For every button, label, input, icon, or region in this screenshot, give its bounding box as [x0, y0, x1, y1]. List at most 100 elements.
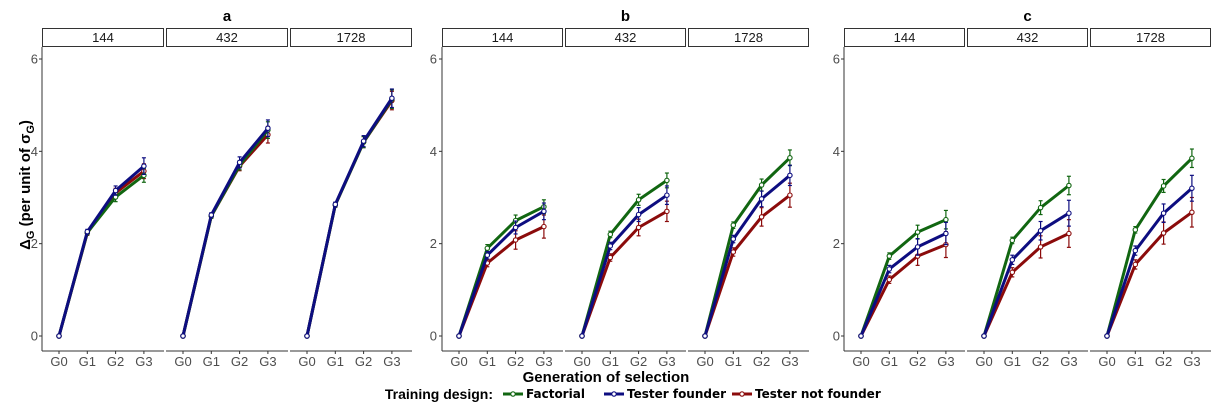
series-line [57, 169, 146, 338]
series-tester-founder [702, 164, 793, 339]
data-point [304, 333, 310, 339]
x-tick-label: G1 [1004, 354, 1021, 369]
data-point [541, 223, 547, 230]
y-tick-label: 0 [430, 329, 437, 344]
facet-panel-b-1728: 1728 G0 G1 G2 G3 [688, 28, 809, 369]
x-tick-label: G3 [781, 354, 798, 369]
x-tick-label: G1 [881, 354, 898, 369]
x-axis-title: Generation of selection [523, 369, 690, 386]
data-point [787, 192, 793, 198]
data-point [730, 236, 737, 242]
data-point [1160, 230, 1167, 236]
data-point [1066, 230, 1072, 237]
facet-strip [565, 28, 686, 47]
x-tick-label: G0 [450, 354, 467, 369]
facet-strip-label: 1728 [734, 30, 763, 45]
y-axis-title-middle: (per unit of σ [17, 134, 34, 231]
x-tick-label: G0 [852, 354, 869, 369]
data-point [389, 95, 395, 101]
series-tester-not-founder [1104, 196, 1195, 339]
facet-strip [42, 28, 164, 47]
facet-panel-b-144: 144 G0 G1 G2 G3 [442, 28, 563, 369]
series-line [859, 243, 948, 338]
data-point [607, 254, 614, 261]
facet-strip-label: 432 [615, 30, 637, 45]
data-point [484, 245, 491, 252]
data-point [1189, 209, 1195, 216]
y-tick-label: 6 [31, 52, 38, 67]
series-line [181, 133, 270, 338]
x-tick-label: G1 [203, 354, 220, 369]
x-tick-label: G2 [107, 354, 124, 369]
data-point [512, 224, 519, 231]
series-line [305, 96, 394, 338]
series-tester-founder [981, 199, 1072, 339]
series-tester-founder [56, 157, 147, 339]
y-axis-title: ΔG (per unit of σG) [17, 120, 37, 250]
series-tester-not-founder [304, 90, 395, 339]
x-tick-label: G3 [135, 354, 152, 369]
facet-strip-label: 1728 [337, 30, 366, 45]
y-axis-title-close: ) [17, 120, 34, 125]
series-line [859, 218, 948, 338]
data-point [512, 237, 519, 243]
x-tick-label: G1 [602, 354, 619, 369]
facet-strip [967, 28, 1088, 47]
facet-strip [166, 28, 288, 47]
series-line [57, 173, 146, 338]
data-point [914, 229, 921, 235]
series-line [580, 178, 669, 338]
series-line [982, 211, 1071, 338]
data-point [730, 222, 737, 228]
facet-strip-label: 144 [894, 30, 916, 45]
data-point [208, 212, 215, 218]
data-point [758, 182, 765, 188]
facet-panel-a-432: 432 G0 G1 G2 G3 [166, 28, 288, 369]
y-tick-label: 2 [833, 236, 840, 251]
series-factorial [56, 167, 147, 339]
facet-strip [1090, 28, 1211, 47]
series-line [859, 232, 948, 338]
series-tester-founder [180, 119, 271, 339]
data-point [332, 201, 339, 208]
series-line [457, 209, 546, 338]
x-tick-label: G1 [1127, 354, 1144, 369]
x-tick-label: G1 [479, 354, 496, 369]
series-tester-not-founder [56, 163, 147, 339]
x-tick-label: G2 [1032, 354, 1049, 369]
series-tester-not-founder [858, 231, 949, 339]
legend-item-factorial: Factorial [503, 387, 585, 401]
data-point [1132, 261, 1139, 268]
data-point [112, 187, 119, 194]
series-tester-founder [579, 185, 670, 339]
series-tester-not-founder [579, 200, 670, 339]
data-point [56, 333, 62, 339]
legend-title: Training design: [385, 386, 493, 402]
x-tick-label: G0 [696, 354, 713, 369]
series-factorial [180, 121, 271, 339]
data-point [981, 333, 987, 339]
y-tick-label: 0 [833, 329, 840, 344]
legend-swatch-point [510, 391, 516, 397]
y-tick-label: 6 [430, 52, 437, 67]
facet-strip-label: 432 [216, 30, 238, 45]
facet-strip-label: 144 [492, 30, 514, 45]
facet-strip [290, 28, 412, 47]
facet-strip-label: 1728 [1136, 30, 1165, 45]
x-tick-label: G0 [174, 354, 191, 369]
data-point [664, 208, 670, 215]
series-tester-not-founder [180, 125, 271, 339]
chart-group-b: b 0 2 4 6 144 G0 G1 G2 G3 432 G0 G1 G2 G3 1728 G0 G1 G2 G3 [430, 8, 809, 369]
x-tick-label: G3 [1060, 354, 1077, 369]
series-line [57, 164, 146, 338]
data-point [265, 125, 271, 132]
data-point [1009, 257, 1016, 263]
data-point [541, 208, 547, 215]
series-line [703, 193, 792, 338]
facet-panel-a-1728: 1728 G0 G1 G2 G3 [290, 28, 412, 369]
series-line [982, 232, 1071, 338]
data-point [579, 333, 585, 339]
data-point [1037, 227, 1044, 234]
data-point [456, 333, 462, 339]
x-tick-label: G2 [355, 354, 372, 369]
